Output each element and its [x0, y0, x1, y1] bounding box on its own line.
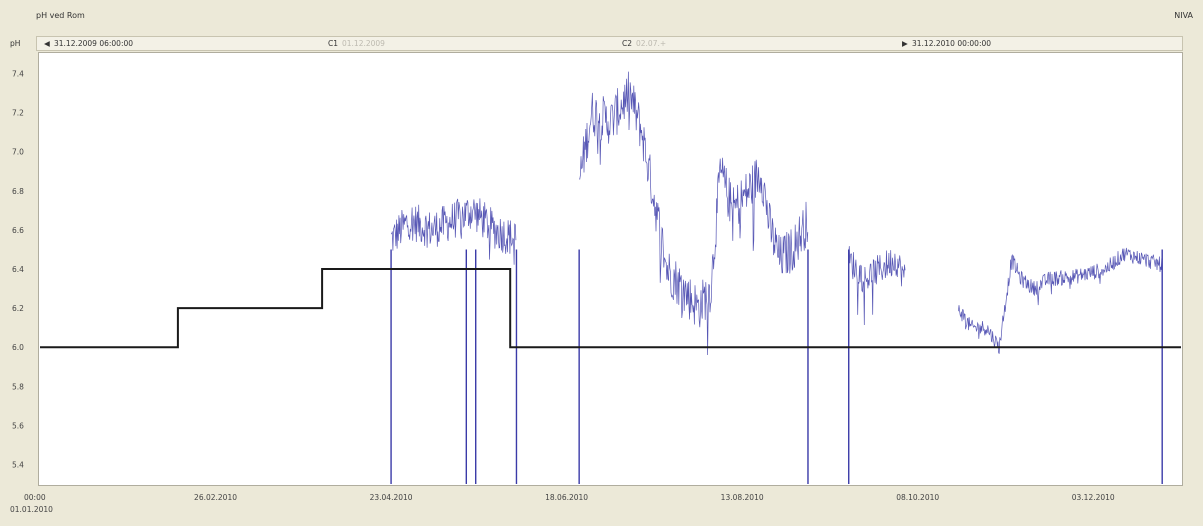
x-tick-label: 13.08.2010 [721, 493, 764, 502]
y-tick-label: 6.0 [12, 343, 24, 352]
y-tick-label: 5.6 [12, 421, 24, 430]
cursor2-label: C2 [622, 39, 633, 48]
title-bar: pH ved Rom NIVA [0, 0, 1203, 30]
y-tick-label: 5.8 [12, 382, 24, 391]
y-tick-label: 7.0 [12, 148, 24, 157]
time-navigation-bar: pH ◀ 31.12.2009 06:00:00 C1 01.12.2009 C… [0, 36, 1203, 52]
cursor1-label: C1 [328, 39, 339, 48]
measured-ph-segment [958, 247, 1163, 354]
y-tick-label: 7.4 [12, 70, 24, 79]
measured-ph-segment [579, 71, 809, 356]
y-tick-label: 6.4 [12, 265, 24, 274]
measured-ph-segment [390, 198, 517, 265]
x-tick-label: 08.10.2010 [896, 493, 939, 502]
x-tick-label: 18.06.2010 [545, 493, 588, 502]
end-time[interactable]: 31.12.2010 00:00:00 [912, 39, 992, 48]
cursor2-value[interactable]: 02.07.+ [636, 39, 667, 48]
y-tick-label: 7.2 [12, 109, 24, 118]
time-range-field[interactable] [36, 36, 1183, 51]
y-tick-label: 6.2 [12, 304, 24, 313]
x-tick-label: 03.12.2010 [1072, 493, 1115, 502]
x-tick-label: 26.02.2010 [194, 493, 237, 502]
step-right-icon[interactable]: ▶ [902, 39, 908, 48]
y-tick-label: 6.6 [12, 226, 24, 235]
measured-ph-segment [848, 246, 906, 326]
source-label: NIVA [1174, 11, 1193, 20]
chart-title: pH ved Rom [36, 11, 85, 20]
ph-limit-step-line [40, 268, 1181, 349]
x-tick-label: 00:00 [24, 493, 46, 502]
step-left-icon[interactable]: ◀ [44, 39, 50, 48]
start-time[interactable]: 31.12.2009 06:00:00 [54, 39, 134, 48]
x-tick-sublabel: 01.01.2010 [10, 505, 53, 514]
cursor1-value[interactable]: 01.12.2009 [342, 39, 385, 48]
y-tick-label: 5.4 [12, 460, 24, 469]
parameter-label: pH [10, 39, 21, 48]
y-tick-label: 6.8 [12, 187, 24, 196]
x-tick-label: 23.04.2010 [370, 493, 413, 502]
